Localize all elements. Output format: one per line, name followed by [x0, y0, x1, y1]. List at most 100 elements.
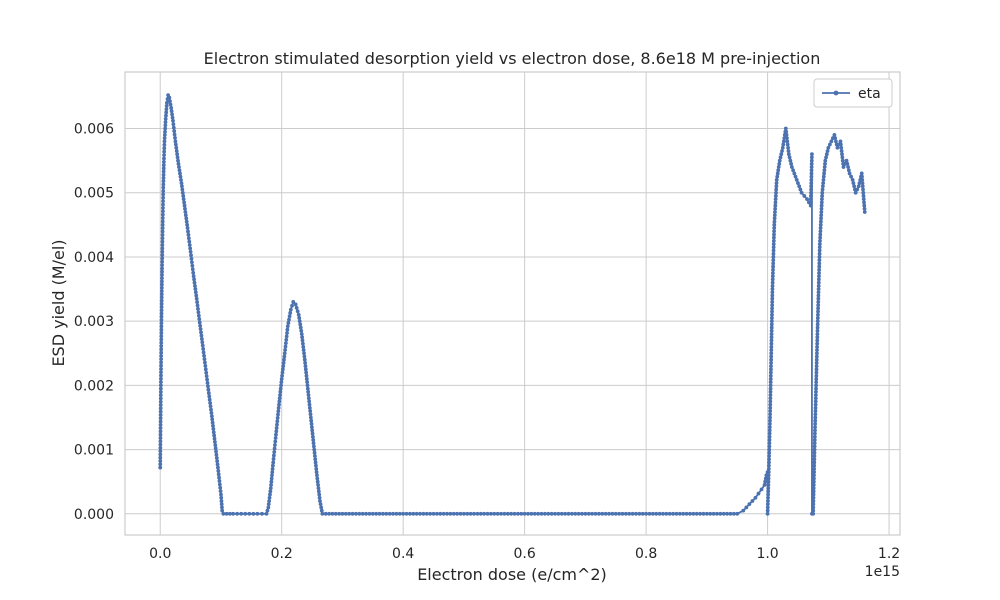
data-point [169, 109, 174, 114]
data-point [293, 302, 298, 307]
data-point [775, 174, 780, 179]
data-point [789, 165, 794, 169]
data-point [411, 511, 416, 516]
data-point [160, 259, 165, 264]
data-point [840, 152, 844, 157]
data-point [159, 350, 164, 355]
data-point [287, 314, 292, 319]
data-point [171, 122, 176, 127]
data-point [475, 511, 480, 516]
data-point [771, 258, 776, 263]
data-point [813, 412, 818, 417]
data-point [838, 142, 843, 147]
data-point [770, 290, 775, 295]
data-point [158, 409, 163, 414]
y-tick-label: 0.000 [74, 507, 114, 523]
data-point [788, 158, 793, 163]
data-point [282, 351, 287, 356]
data-point [768, 418, 772, 423]
data-point [778, 155, 783, 160]
data-point [785, 136, 789, 141]
data-point [160, 246, 165, 251]
data-point [808, 200, 813, 205]
data-point [768, 396, 773, 401]
data-point [728, 511, 733, 516]
data-point [623, 511, 628, 516]
data-point [300, 338, 305, 343]
data-point [586, 511, 591, 516]
data-point [818, 235, 823, 240]
data-point [549, 511, 554, 516]
data-point [820, 197, 824, 202]
data-point [158, 445, 163, 450]
data-point [290, 303, 294, 308]
data-point [768, 383, 773, 388]
data-point [283, 344, 288, 349]
data-point [812, 476, 816, 481]
data-point [766, 499, 770, 503]
data-point [197, 317, 202, 321]
x-tick-label: 0.6 [514, 546, 536, 562]
data-point [300, 335, 305, 340]
data-point [771, 238, 776, 243]
data-point [162, 149, 167, 154]
data-point [820, 190, 825, 195]
data-point [768, 402, 773, 407]
data-point [308, 412, 313, 417]
data-point [323, 511, 328, 516]
data-point [200, 343, 205, 348]
data-point [812, 438, 817, 442]
data-point [268, 486, 273, 491]
data-point [862, 206, 867, 211]
data-point [303, 364, 308, 369]
data-point [816, 303, 821, 308]
data-point [161, 185, 166, 190]
data-point [771, 255, 776, 259]
data-point [428, 511, 433, 516]
x-axis-label: Electron dose (e/cm^2) [417, 565, 607, 584]
data-point [773, 194, 778, 198]
data-point [862, 210, 867, 214]
data-point [183, 213, 188, 218]
data-point [312, 450, 317, 455]
data-point [492, 511, 497, 516]
data-point [158, 452, 163, 457]
data-point [824, 155, 828, 160]
data-point [435, 511, 439, 516]
data-point [796, 181, 800, 185]
data-point [160, 253, 165, 257]
data-point [193, 287, 198, 291]
data-point [421, 511, 426, 516]
data-point [814, 370, 819, 375]
data-point [814, 383, 818, 388]
data-point [774, 177, 779, 182]
data-point [770, 280, 775, 285]
data-point [809, 177, 814, 182]
data-point [782, 136, 787, 141]
data-point [861, 197, 866, 202]
data-point [817, 274, 821, 279]
data-point [684, 511, 689, 516]
data-point [180, 187, 185, 192]
y-tick-label: 0.005 [74, 186, 114, 202]
data-point [189, 256, 194, 261]
data-point [313, 454, 317, 458]
data-point [747, 502, 752, 507]
data-point [829, 139, 834, 144]
data-point [404, 511, 409, 516]
data-point [299, 332, 304, 336]
x-tick-label: 0.4 [392, 546, 414, 562]
x-tick-label: 1.0 [756, 546, 778, 562]
data-point [304, 377, 309, 381]
data-point [818, 226, 823, 230]
data-point [309, 422, 314, 426]
data-point [502, 511, 507, 516]
data-point [819, 216, 823, 221]
plot-frame [124, 71, 901, 536]
data-point [455, 511, 460, 516]
data-point [771, 251, 776, 256]
data-point [767, 434, 772, 439]
data-point [607, 511, 611, 516]
data-point [298, 325, 303, 330]
data-point [305, 383, 310, 388]
